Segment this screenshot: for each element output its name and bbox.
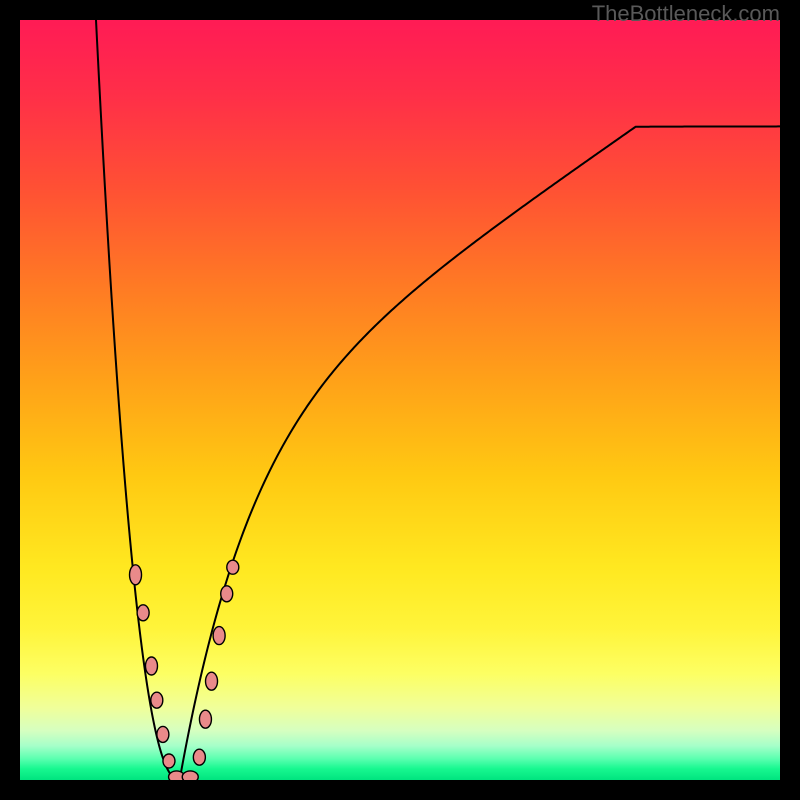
data-marker — [151, 692, 163, 708]
data-marker — [145, 657, 157, 675]
data-marker — [193, 749, 205, 765]
chart-root: TheBottleneck.com — [0, 0, 800, 800]
data-marker — [130, 565, 142, 585]
chart-svg — [0, 0, 800, 800]
data-marker — [213, 627, 225, 645]
data-marker — [157, 726, 169, 742]
data-marker — [163, 754, 175, 768]
data-marker — [199, 710, 211, 728]
watermark-source: TheBottleneck.com — [592, 1, 780, 27]
data-marker — [221, 586, 233, 602]
data-marker — [137, 605, 149, 621]
data-marker — [227, 560, 239, 574]
data-marker — [206, 672, 218, 690]
plot-background-gradient — [20, 20, 780, 780]
